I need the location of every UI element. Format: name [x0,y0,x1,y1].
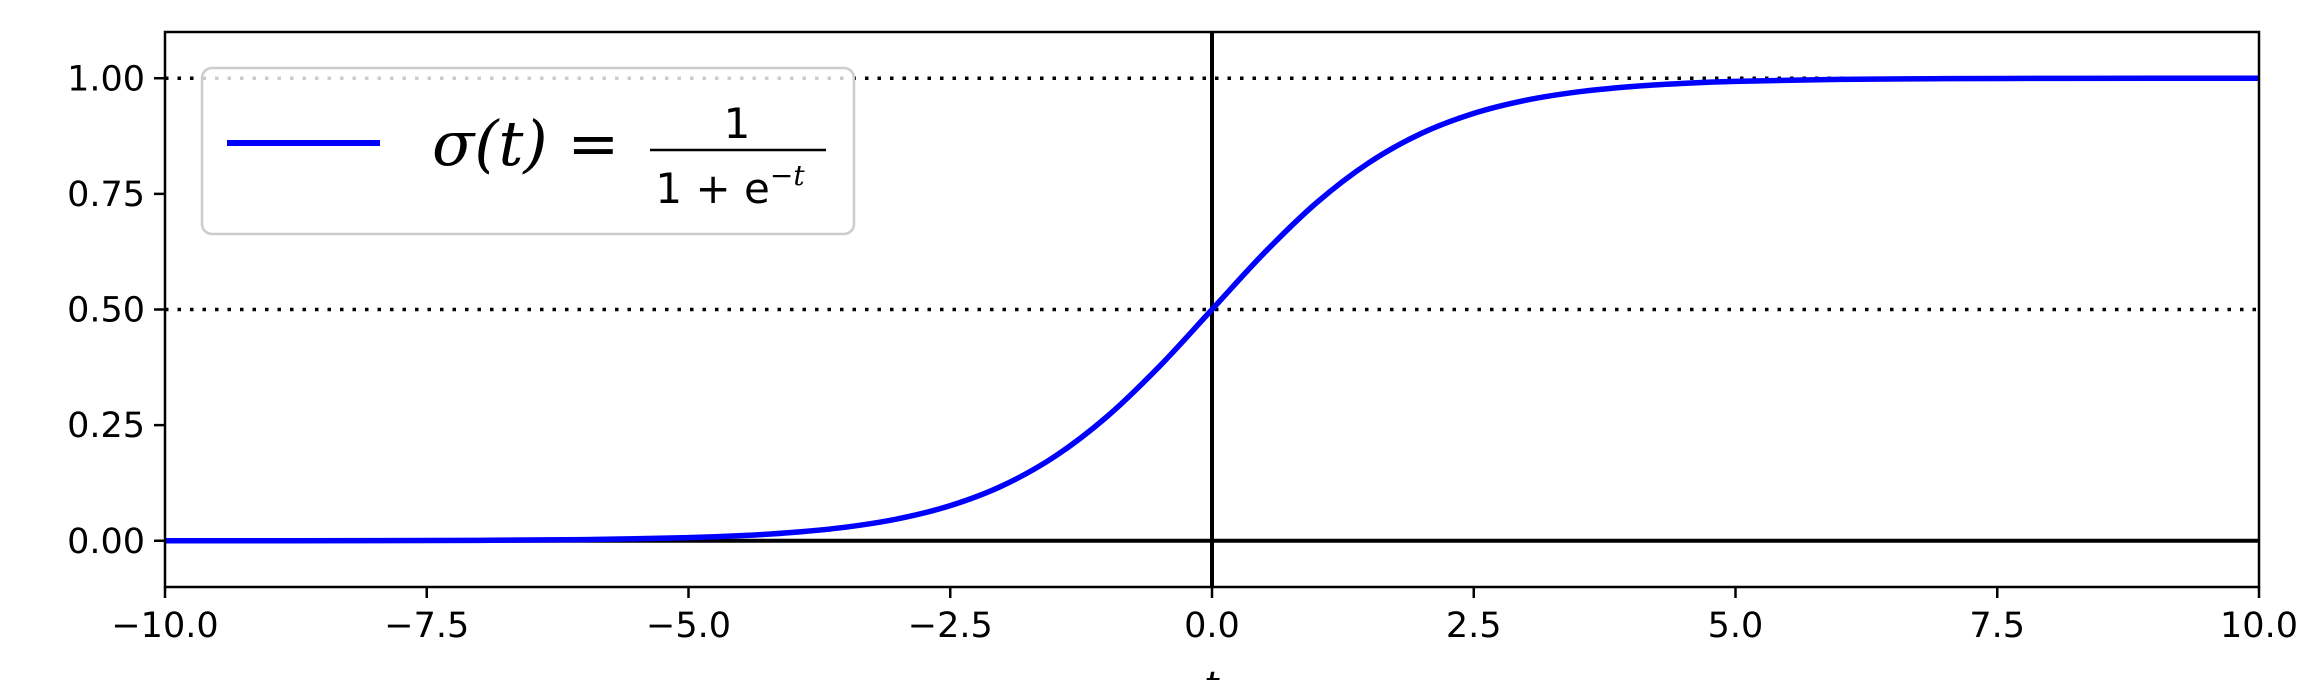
y-tick-label: 0.25 [67,406,145,446]
y-tick-label: 0.75 [67,175,145,215]
legend-formula-lhs: σ(t) = [432,107,619,180]
y-tick-label: 1.00 [67,59,145,99]
x-tick-label: −5.0 [646,606,731,646]
x-tick-label: 2.5 [1446,606,1502,646]
legend-formula-denominator: 1 + e−t [655,159,805,213]
legend-box [200,66,856,236]
legend-denominator-base: 1 + e [655,164,769,213]
y-tick-label: 0.00 [67,522,145,562]
x-axis: −10.0 −7.5 −5.0 −2.5 0.0 2.5 5.0 7.5 10.0 [111,587,2298,646]
x-tick-label: −10.0 [111,606,218,646]
legend-denominator-exponent: −t [770,159,805,192]
x-tick-label: 7.5 [1969,606,2025,646]
series-layer [164,75,2260,544]
legend: σ(t) = 1 1 + e−t [200,66,856,236]
x-tick-label: 0.0 [1184,606,1240,646]
x-tick-label: −2.5 [908,606,993,646]
x-tick-label: −7.5 [384,606,469,646]
x-tick-label: 10.0 [2220,606,2298,646]
x-tick-label: 5.0 [1708,606,1764,646]
x-axis-label: t [1204,663,1220,680]
legend-formula-numerator: 1 [724,99,751,148]
y-tick-label: 0.50 [67,291,145,331]
y-axis: 0.00 0.25 0.50 0.75 1.00 [67,59,165,562]
series-line-sigmoid [164,75,2260,544]
